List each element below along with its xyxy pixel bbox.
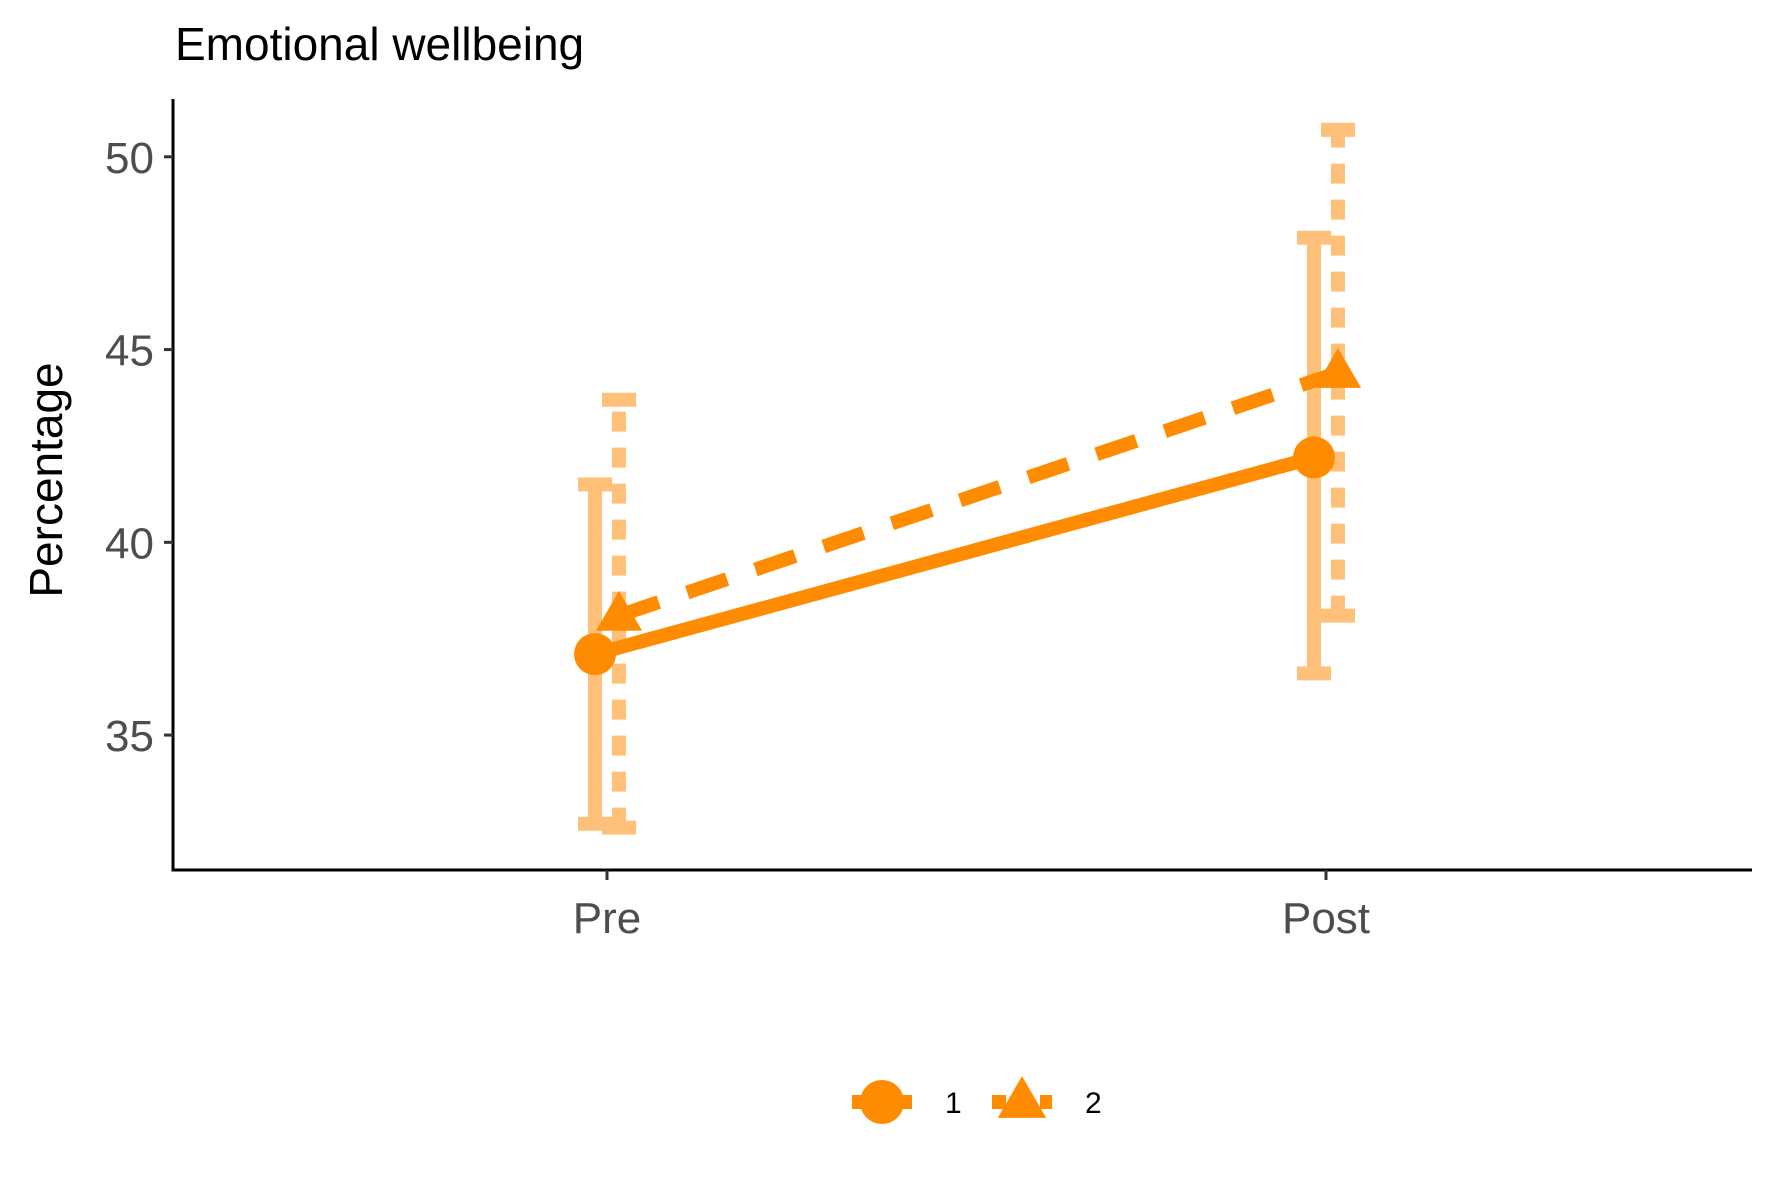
y-tick-label: 40 xyxy=(105,519,154,568)
y-tick-label: 50 xyxy=(105,134,154,183)
series-line-1 xyxy=(593,450,1316,661)
y-tick-label: 35 xyxy=(105,712,154,761)
data-point-2-post xyxy=(1314,347,1362,388)
data-point-2-pre xyxy=(595,590,643,631)
legend-label-2: 2 xyxy=(1085,1087,1102,1120)
chart-title: Emotional wellbeing xyxy=(175,18,584,70)
y-axis-title: Percentage xyxy=(20,362,72,597)
y-tick-label: 45 xyxy=(105,327,154,376)
legend-key-marker-1 xyxy=(860,1080,904,1124)
x-tick-label: Post xyxy=(1282,894,1370,943)
legend-key-marker-2 xyxy=(997,1076,1047,1118)
data-point-1-post xyxy=(1293,436,1335,479)
series-lines xyxy=(593,366,1341,661)
legend-label-1: 1 xyxy=(945,1087,962,1120)
data-point-1-pre xyxy=(574,633,616,676)
data-points xyxy=(574,347,1362,676)
x-axis-ticks: Pre Post xyxy=(573,870,1370,943)
x-tick-label: Pre xyxy=(573,894,641,943)
series-line-2 xyxy=(616,366,1341,623)
y-axis-ticks: 35 40 45 50 xyxy=(105,134,173,761)
